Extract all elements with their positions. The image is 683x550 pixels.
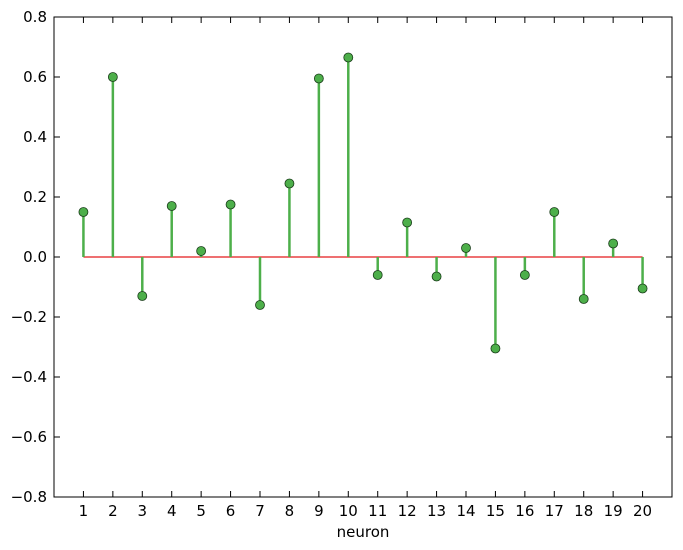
y-tick-label-6: 0.4 [23, 128, 47, 146]
x-tick-label-16: 16 [515, 502, 534, 520]
stem-marker-15 [490, 343, 501, 354]
x-tick-label-9: 9 [314, 502, 324, 520]
stem-marker-3 [137, 291, 148, 301]
stem-marker-7 [255, 300, 265, 310]
stem-marker-1 [78, 207, 89, 217]
stem-marker-14 [461, 243, 471, 253]
x-tick-label-18: 18 [574, 502, 593, 520]
y-tick-label-0: −0.8 [11, 488, 47, 506]
x-tick-label-5: 5 [196, 502, 206, 520]
stem-marker-6 [225, 199, 236, 210]
x-tick-label-11: 11 [368, 502, 387, 520]
stem-marker-18 [578, 294, 589, 304]
stem-marker-2 [107, 72, 118, 82]
stem-marker-17 [549, 207, 560, 217]
ticks-layer [54, 16, 672, 498]
x-tick-label-14: 14 [456, 502, 475, 520]
stem-marker-20 [637, 283, 648, 294]
stem-marker-16 [519, 270, 530, 280]
stem-marker-4 [166, 201, 177, 211]
stem-marker-13 [431, 271, 442, 282]
x-tick-label-4: 4 [167, 502, 177, 520]
x-tick-label-13: 13 [427, 502, 446, 520]
stem-marker-19 [608, 238, 619, 249]
x-tick-label-7: 7 [255, 502, 265, 520]
x-tick-label-19: 19 [604, 502, 623, 520]
stem-marker-10 [343, 52, 354, 63]
x-axis-label: neuron [337, 523, 390, 541]
x-tick-label-17: 17 [545, 502, 564, 520]
x-tick-label-20: 20 [633, 502, 652, 520]
x-tick-label-3: 3 [138, 502, 148, 520]
y-tick-label-2: −0.4 [11, 368, 47, 386]
y-tick-label-3: −0.2 [11, 308, 47, 326]
y-tick-label-8: 0.8 [23, 8, 47, 26]
y-tick-label-7: 0.6 [23, 68, 47, 86]
stems-layer [78, 52, 648, 354]
stem-marker-12 [402, 217, 413, 228]
stem-marker-5 [196, 246, 207, 256]
stem-marker-11 [372, 270, 383, 280]
x-tick-label-2: 2 [108, 502, 118, 520]
stem-marker-8 [284, 178, 295, 189]
x-tick-label-6: 6 [226, 502, 236, 520]
stem-marker-9 [313, 73, 324, 84]
y-tick-label-5: 0.2 [23, 188, 47, 206]
y-tick-label-4: 0.0 [23, 248, 47, 266]
x-tick-label-10: 10 [339, 502, 358, 520]
x-tick-label-12: 12 [398, 502, 417, 520]
y-tick-label-1: −0.6 [11, 428, 47, 446]
x-tick-label-15: 15 [486, 502, 505, 520]
x-tick-label-1: 1 [79, 502, 89, 520]
labels-layer: 1 2 3 4 5 6 7 8 9 10 11 12 13 14 15 16 17 18 19 20−0.8−0.6−… [11, 8, 653, 520]
x-tick-label-8: 8 [285, 502, 295, 520]
